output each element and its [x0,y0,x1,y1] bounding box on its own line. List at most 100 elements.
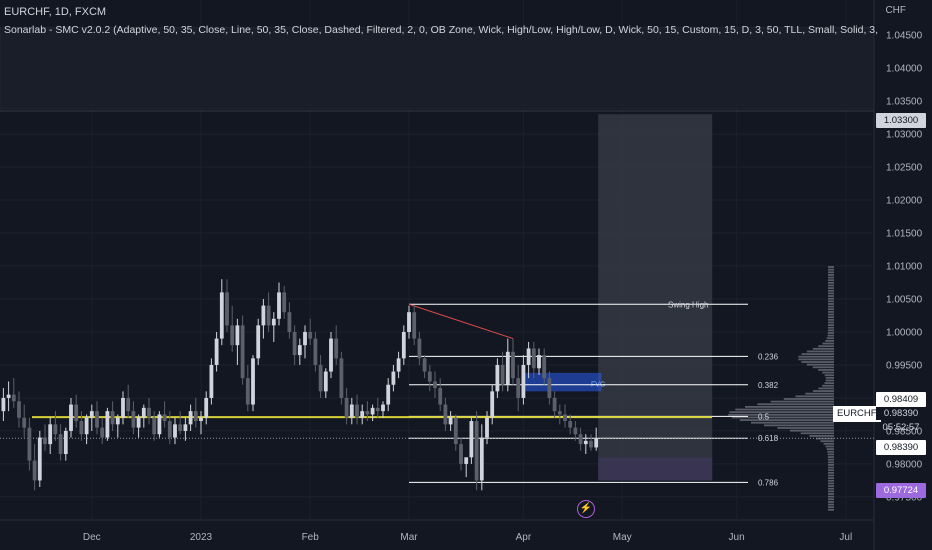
currency-label: CHF [885,5,906,16]
candle-body [531,348,536,369]
candle-body [412,312,417,339]
volume-profile-bar [827,321,834,324]
candle-body [53,424,58,435]
candle-body [43,437,47,445]
volume-profile-bar [823,442,834,445]
candle-body [490,391,495,418]
indicator-legend[interactable]: Sonarlab - SMC v2.0.2 (Adaptive, 50, 35,… [4,24,880,36]
volume-profile-bar [827,474,834,477]
candle-body [193,411,198,422]
volume-profile-bar [812,390,834,392]
fib-level-label: 0.236 [758,352,779,361]
candle-body [573,427,578,435]
volume-profile-bar [827,453,834,456]
candle-body [516,378,521,398]
candle-body [1,397,6,412]
candle-body [469,421,474,458]
volume-profile-bar [822,371,834,374]
volume-profile-bar [815,437,834,440]
candle-body [121,397,125,418]
countdown-badge: 05:52:57 [882,422,920,433]
candle-body [167,421,172,438]
symbol-price-badge: 0.98390 [876,407,926,420]
candle-body [417,338,422,359]
volume-profile-bar [818,345,834,348]
candle-body [589,440,593,448]
candle-body [391,371,396,385]
fib-level-label: 0.382 [758,381,779,390]
fvg-box [523,372,602,392]
volume-profile-bar [795,395,834,398]
volume-profile-bar [825,376,834,379]
candle-body [152,417,157,435]
x-tick-label: May [613,532,632,543]
candle-body [448,417,453,425]
candle-body [17,401,21,418]
volume-profile-bar [828,303,834,305]
volume-profile-bar [828,485,834,487]
volume-profile-bar [822,384,834,387]
volume-profile-bar [729,411,834,414]
volume-profile-bar [827,461,834,464]
candle-body [131,411,136,428]
candle-body [365,411,370,415]
volume-profile-bar [825,340,834,342]
candle-body [349,404,354,418]
volume-profile-bar [828,490,834,493]
volume-profile-bar [828,313,834,316]
volume-profile-bar [825,445,834,448]
candle-body [32,460,37,481]
volume-profile-bar [825,379,834,382]
volume-profile-bar [818,387,834,390]
volume-profile-bar [828,268,834,271]
volume-profile-bar [828,487,834,490]
max-price-badge: 1.03300 [876,113,926,128]
candle-body [89,411,94,418]
candle-body [11,394,16,402]
lightning-icon[interactable]: ⚡ [577,500,595,518]
volume-profile-bar [828,500,834,503]
candle-body [427,371,432,382]
candle-body [245,378,250,405]
candle-body [479,437,484,481]
symbol-badge: EURCHF [833,406,881,422]
volume-profile-bar [828,266,834,268]
candle-body [500,364,505,385]
candle-body [147,407,151,418]
candle-body [521,364,526,398]
y-tick-label: 0.98000 [886,459,923,470]
volume-profile-bar [828,495,834,498]
y-tick-label: 0.98500 [886,426,923,437]
candle-body [547,378,552,398]
candle-body [115,417,120,425]
candle-body [230,325,235,346]
volume-profile-bar [809,435,834,437]
volume-profile-bar [828,308,834,311]
candle-body [297,345,302,356]
volume-profile-bar [828,482,834,485]
y-tick-label: 1.03000 [886,130,923,141]
candle-body [459,444,463,464]
volume-profile-bar [827,450,834,453]
y-tick-label: 0.99500 [886,360,923,371]
candle-body [84,417,89,435]
candle-body [225,292,229,326]
volume-profile-bar [828,287,834,290]
x-tick-label: Jul [839,532,852,543]
volume-profile-bar [828,479,834,482]
candle-body [105,411,110,438]
volume-profile-bar [824,382,834,385]
volume-profile-bar [745,405,834,408]
candle-body [277,292,281,319]
candle-body [401,331,406,359]
candle-body [563,414,567,422]
upper-zone-band [0,26,875,110]
candle-body [329,338,333,372]
candle-body [199,417,203,422]
volume-profile-bar [828,271,834,274]
fib-level-label: 0.5 [758,412,770,421]
candle-body [583,440,588,445]
candle-body [511,351,515,379]
candle-body [308,331,313,339]
